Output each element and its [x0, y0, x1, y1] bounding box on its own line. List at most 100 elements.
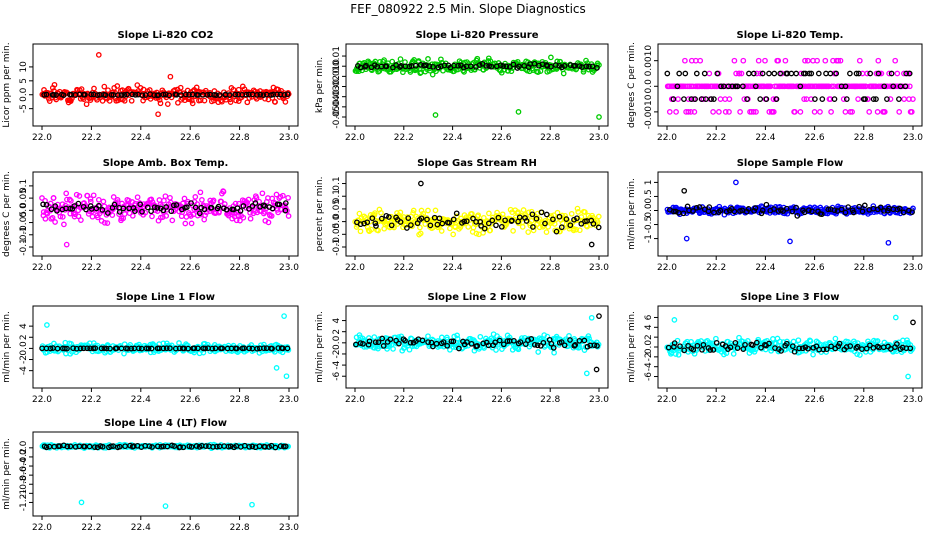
data-point [375, 227, 381, 234]
data-point [364, 219, 371, 226]
y-tick-label: -2 [332, 349, 342, 358]
data-point [474, 342, 481, 349]
plot-frame [657, 43, 923, 127]
y-tick-label: 0.0010 [644, 45, 654, 77]
data-point [809, 208, 815, 215]
data-point [866, 109, 873, 115]
y-tick-label: -0.05 [332, 223, 342, 246]
x-tick-label: 22.6 [180, 263, 200, 273]
data-point [481, 225, 488, 232]
data-point [500, 341, 507, 348]
data-point [685, 342, 691, 349]
data-point [732, 83, 739, 90]
data-point [156, 197, 163, 203]
data-point [510, 228, 516, 234]
outlier-point [733, 179, 739, 186]
y-tick-label: -0.05 [19, 211, 29, 234]
data-point [842, 83, 849, 90]
data-point [910, 96, 916, 102]
data-point [680, 210, 687, 217]
x-tick-label: 22.4 [131, 133, 151, 143]
data-point [496, 337, 503, 344]
data-point [543, 211, 550, 218]
y-axis-label: degrees C per min. [2, 171, 12, 257]
y-tick-label: -2 [19, 355, 29, 364]
y-tick-label: 0.0 [644, 79, 654, 94]
data-point [489, 217, 496, 224]
data-point [727, 344, 734, 351]
data-point [84, 192, 91, 199]
data-point [192, 194, 199, 200]
data-point [485, 220, 492, 227]
data-point [545, 223, 552, 230]
x-tick-label: 22.0 [345, 133, 365, 143]
data-point [801, 96, 807, 102]
data-point [568, 210, 575, 217]
data-point [887, 96, 894, 102]
data-point [115, 92, 121, 98]
data-point [590, 220, 597, 227]
data-point [371, 334, 378, 340]
x-tick-label: 22.2 [81, 395, 101, 405]
data-point [202, 345, 209, 352]
data-point [477, 333, 484, 340]
data-point [892, 57, 899, 64]
x-tick-label: 22.6 [491, 263, 511, 273]
x-tick-label: 22.0 [32, 263, 52, 273]
data-point [177, 84, 184, 91]
y-tick-label: -6 [332, 371, 342, 380]
data-point [275, 209, 281, 216]
data-point [210, 197, 217, 204]
data-point [232, 91, 239, 98]
data-point [139, 92, 146, 99]
data-point [99, 443, 106, 450]
data-point [83, 101, 90, 108]
data-point [454, 335, 461, 342]
data-point [854, 351, 860, 357]
data-point [246, 206, 252, 212]
chart-title: Slope Amb. Box Temp. [103, 158, 229, 169]
x-tick-label: 22.4 [443, 395, 463, 405]
data-point [102, 92, 109, 98]
outlier-point [167, 73, 174, 80]
outlier-point [78, 499, 85, 506]
data-point [92, 345, 99, 352]
data-point [487, 227, 494, 234]
data-point [246, 95, 253, 101]
data-point [540, 339, 547, 346]
data-point [845, 204, 852, 210]
data-point [718, 83, 724, 90]
data-point [828, 109, 834, 115]
data-point [423, 62, 429, 69]
x-tick-label: 22.2 [394, 395, 414, 405]
data-point [124, 345, 131, 352]
data-point [161, 197, 167, 204]
data-point [87, 196, 94, 202]
data-point [246, 443, 253, 450]
y-tick-label: 0.0 [644, 203, 654, 218]
y-tick-label: 4 [332, 317, 342, 323]
data-point [594, 342, 600, 349]
data-point [89, 213, 96, 220]
data-point [789, 343, 796, 350]
data-point [710, 109, 716, 115]
data-point [881, 109, 888, 115]
data-point [135, 345, 142, 352]
data-point [265, 219, 272, 226]
x-tick-label: 22.6 [805, 133, 825, 143]
data-point [163, 213, 170, 219]
data-point [145, 345, 152, 352]
data-point [406, 346, 413, 353]
data-point [734, 83, 741, 90]
data-point [840, 96, 847, 102]
data-point [372, 210, 378, 216]
x-tick-label: 22.8 [854, 263, 874, 273]
data-point [681, 347, 688, 354]
data-point [861, 202, 868, 209]
y-tick-label: -0.8 [19, 475, 29, 493]
data-point [218, 198, 225, 205]
data-point [498, 223, 505, 230]
data-point [753, 339, 760, 346]
data-point [708, 96, 715, 102]
data-point [244, 99, 251, 106]
